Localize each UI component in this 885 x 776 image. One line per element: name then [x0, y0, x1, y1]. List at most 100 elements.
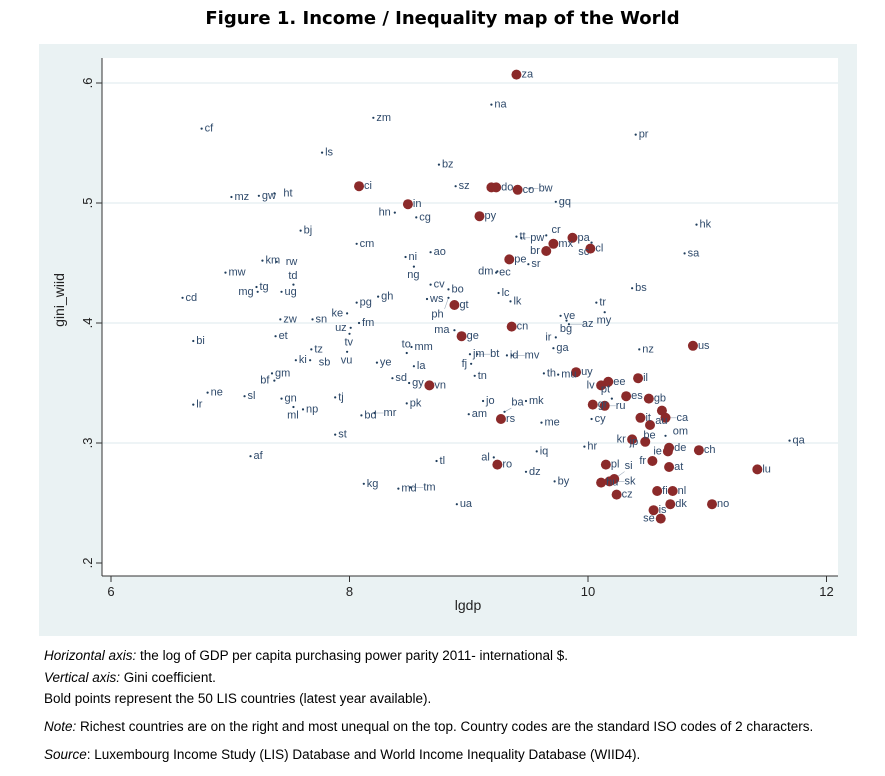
point-label: md: [401, 483, 416, 495]
point-label: bs: [635, 282, 647, 294]
point: [481, 399, 485, 403]
point-label: cy: [595, 413, 607, 425]
point: [405, 402, 408, 405]
point-label: pt: [601, 383, 610, 395]
point-label: ir: [545, 331, 551, 343]
point: [447, 288, 450, 291]
point-label: cg: [419, 211, 431, 223]
y-tick-label: .5: [80, 198, 95, 209]
point-label: hu: [606, 477, 618, 489]
point-label: by: [558, 475, 570, 487]
point: [270, 372, 274, 375]
lis-point: [506, 321, 517, 332]
point-label: hk: [700, 219, 712, 231]
y-axis-label: gini_wiid: [51, 273, 67, 327]
point: [230, 195, 233, 199]
lis-point: [548, 238, 559, 249]
point: [559, 314, 562, 317]
lis-point: [621, 391, 632, 402]
point-label: tz: [314, 343, 323, 355]
point-label: mk: [529, 395, 544, 407]
lis-point: [633, 373, 644, 384]
lis-point: [611, 489, 622, 500]
point: [192, 403, 195, 406]
point-label: pw: [530, 232, 544, 244]
lis-point: [424, 380, 435, 391]
point: [377, 295, 380, 298]
point: [524, 399, 528, 403]
point-label: bi: [196, 335, 205, 347]
point-label: dk: [675, 498, 687, 510]
point-label: om: [673, 426, 688, 438]
point-label: sb: [319, 356, 331, 368]
point: [788, 439, 791, 442]
point-label: et: [279, 330, 288, 342]
point-label: mx: [558, 238, 573, 250]
point-label: nl: [678, 485, 687, 497]
lis-point: [491, 182, 502, 193]
point: [292, 283, 295, 286]
point-label: pl: [611, 459, 620, 471]
point: [453, 329, 456, 332]
point: [595, 301, 598, 304]
lis-point: [752, 464, 763, 475]
point-label: gr: [598, 399, 608, 411]
lis-point: [512, 184, 523, 195]
point: [410, 345, 413, 349]
point-label: zw: [283, 313, 297, 325]
point-label: ne: [211, 387, 223, 399]
point: [492, 456, 495, 459]
lis-point: [643, 393, 654, 404]
caption-text: Bold points represent the 50 LIS countri…: [44, 691, 432, 706]
point: [425, 297, 429, 301]
point: [535, 450, 538, 453]
point: [520, 236, 523, 239]
lis-point: [587, 399, 598, 410]
caption-text: : Luxembourg Income Study (LIS) Database…: [86, 747, 641, 762]
point: [334, 396, 337, 399]
point-label: gh: [381, 291, 393, 303]
caption-text: Gini coefficient.: [120, 670, 216, 685]
point: [567, 323, 571, 326]
caption-label: Vertical axis:: [44, 670, 121, 685]
point: [610, 397, 613, 400]
point-label: sc: [578, 246, 590, 258]
point: [454, 185, 457, 188]
point-label: ma: [434, 324, 450, 336]
point-label: dz: [529, 466, 541, 478]
point-label: pk: [410, 397, 422, 409]
point-label: mz: [234, 191, 249, 203]
point-label: nz: [642, 343, 654, 355]
lis-point: [667, 486, 678, 496]
lis-point: [707, 499, 718, 510]
point-label: lk: [513, 295, 521, 307]
lis-point: [402, 199, 413, 210]
point-label: bg: [560, 323, 572, 335]
point-label: id: [510, 349, 519, 361]
point-label: gw: [262, 190, 276, 202]
point-label: af: [254, 450, 264, 462]
lis-point: [449, 300, 460, 310]
point: [554, 200, 557, 203]
point-label: cv: [434, 279, 446, 291]
point-label: tt: [519, 231, 525, 243]
point-label: cf: [205, 123, 215, 135]
point-label: sd: [395, 372, 407, 384]
point: [391, 377, 394, 380]
point: [292, 405, 295, 409]
point-label: rw: [286, 256, 298, 268]
lis-point: [627, 434, 638, 445]
point-label: kr: [617, 433, 627, 445]
lis-point: [655, 513, 666, 524]
point: [249, 455, 252, 458]
point: [397, 487, 400, 490]
point: [181, 296, 184, 299]
lis-point: [635, 412, 646, 423]
caption-label: Source: [44, 747, 87, 762]
lis-point: [571, 367, 582, 378]
point: [638, 348, 641, 351]
point: [349, 326, 352, 329]
point-label: sk: [624, 475, 636, 487]
y-tick-label: .6: [80, 78, 95, 89]
